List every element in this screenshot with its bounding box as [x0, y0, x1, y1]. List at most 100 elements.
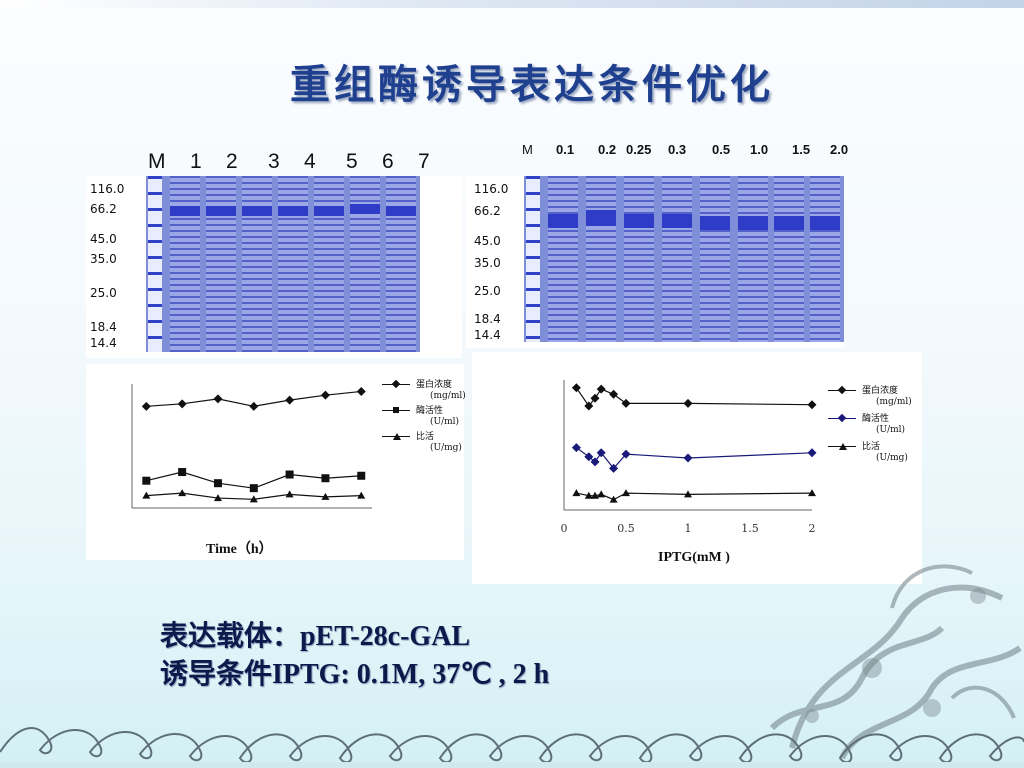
data-point — [141, 401, 151, 411]
data-point — [213, 479, 222, 488]
data-point — [584, 401, 594, 411]
data-point — [596, 448, 606, 458]
legend-unit: (U/mg) — [876, 453, 908, 463]
legend-label: 蛋白浓度 — [862, 386, 899, 396]
series-line — [576, 447, 813, 470]
gel-1-lane-label: 5 — [346, 150, 358, 173]
gel-2-lane-label: 1.5 — [792, 142, 811, 157]
gel-2-lane-label: 0.5 — [712, 142, 731, 157]
gel-2-lane-label: 1.0 — [750, 142, 769, 157]
data-point — [213, 494, 222, 502]
legend-unit: (mg/ml) — [430, 391, 466, 401]
legend-label: 比活 — [416, 432, 435, 442]
gel-1-lane-label: M — [148, 150, 166, 173]
data-point — [621, 398, 631, 408]
data-point — [621, 449, 631, 459]
legend-unit: (U/mg) — [430, 443, 462, 453]
data-point — [142, 476, 151, 485]
gel-1-lane-label: 2 — [226, 150, 238, 173]
gel-1-lane-label: 6 — [382, 150, 394, 173]
gel-1-image — [146, 176, 420, 352]
data-point — [683, 398, 693, 408]
legend-item: 蛋白浓度 — [828, 385, 912, 397]
gel-1-lane — [242, 176, 272, 352]
gel-2-lane — [738, 176, 768, 342]
gel-1-marker: 14.4 — [90, 336, 117, 350]
gel-2-marker: 66.2 — [474, 204, 501, 218]
data-point — [357, 491, 366, 499]
data-point — [285, 395, 295, 405]
data-point — [684, 490, 692, 498]
data-point — [285, 470, 294, 479]
legend-label: 酶活性 — [862, 414, 890, 424]
data-point — [320, 390, 330, 400]
x-tick-label: 1.5 — [741, 522, 759, 535]
gel-2-lane — [810, 176, 840, 342]
legend-item: 酶活性 — [828, 413, 912, 425]
chart-iptg: 0 0.5 1 1.5 2 — [561, 380, 817, 535]
gel-1-marker: 25.0 — [90, 286, 117, 300]
chart-time — [131, 384, 372, 509]
data-point — [683, 453, 693, 463]
gel-2-lane — [548, 176, 578, 342]
top-bar — [0, 0, 1024, 8]
dragon-decoration — [769, 564, 1022, 760]
chart-time-panel: 蛋白浓度 (mg/ml) 酶活性 (U/ml) 比活 (U/mg) Time（h… — [86, 364, 466, 560]
data-point — [178, 489, 187, 497]
data-point — [807, 448, 817, 458]
data-point — [609, 463, 619, 473]
gel-2-lane-label: 0.1 — [556, 142, 575, 157]
gel-2-marker: 116.0 — [474, 182, 509, 196]
gel-1-lane — [386, 176, 416, 352]
x-tick-label: 0 — [561, 522, 568, 535]
gel-1-panel: 116.0 66.2 45.0 35.0 25.0 18.4 14.4 — [86, 176, 462, 358]
gel-1-lane-label: 3 — [268, 150, 280, 173]
gel-1-marker: 18.4 — [90, 320, 117, 334]
legend-item: 蛋白浓度 — [382, 379, 466, 391]
gel-1-marker: 45.0 — [90, 232, 117, 246]
data-point — [622, 489, 630, 497]
data-point — [584, 491, 593, 499]
gel-1-marker: 35.0 — [90, 252, 117, 266]
data-point — [249, 401, 259, 411]
wave-border — [0, 727, 1024, 768]
gel-1-lane — [314, 176, 344, 352]
data-point — [177, 399, 187, 409]
gel-2-ladder-lane — [526, 176, 540, 342]
data-point — [571, 383, 581, 393]
data-point — [213, 394, 223, 404]
gel-1-lane-label: 7 — [418, 150, 430, 173]
induction-conditions-text: 诱导条件IPTG: 0.1M, 37℃ , 2 h — [160, 659, 550, 690]
data-point — [321, 474, 330, 483]
data-point — [142, 491, 151, 499]
gel-1-ladder-lane — [148, 176, 162, 352]
gel-2-lane-label: 0.2 — [598, 142, 617, 157]
data-point — [591, 491, 599, 499]
legend-item: 酶活性 — [382, 406, 466, 417]
slide-title: 重组酶诱导表达条件优化 — [290, 61, 774, 108]
x-tick-label: 0.5 — [617, 522, 635, 535]
gel-1-marker: 116.0 — [90, 182, 125, 196]
gel-2-marker: 18.4 — [474, 312, 501, 326]
legend-label: 蛋白浓度 — [416, 380, 453, 390]
gel-1-marker: 66.2 — [90, 202, 117, 216]
data-point — [590, 457, 600, 467]
legend-unit: (mg/ml) — [876, 397, 912, 407]
gel-2-lane — [774, 176, 804, 342]
data-point — [178, 468, 187, 477]
gel-2-lane — [624, 176, 654, 342]
chart-iptg-xlabel: IPTG(mM ) — [658, 550, 730, 565]
gel-1-lane-label: 1 — [190, 150, 202, 173]
data-point — [584, 452, 594, 462]
chart-time-legend: 蛋白浓度 (mg/ml) 酶活性 (U/ml) 比活 (U/mg) — [382, 379, 466, 454]
gel-1-lane — [278, 176, 308, 352]
data-point — [285, 490, 294, 498]
data-point — [356, 386, 366, 396]
gel-2-lane — [662, 176, 692, 342]
data-point — [597, 490, 606, 498]
gel-2-lane — [700, 176, 730, 342]
gel-2-lane-label: 2.0 — [830, 142, 849, 157]
legend-unit: (U/ml) — [430, 417, 460, 427]
gel-2-marker: 45.0 — [474, 234, 501, 248]
gel-2-lane — [586, 176, 616, 342]
